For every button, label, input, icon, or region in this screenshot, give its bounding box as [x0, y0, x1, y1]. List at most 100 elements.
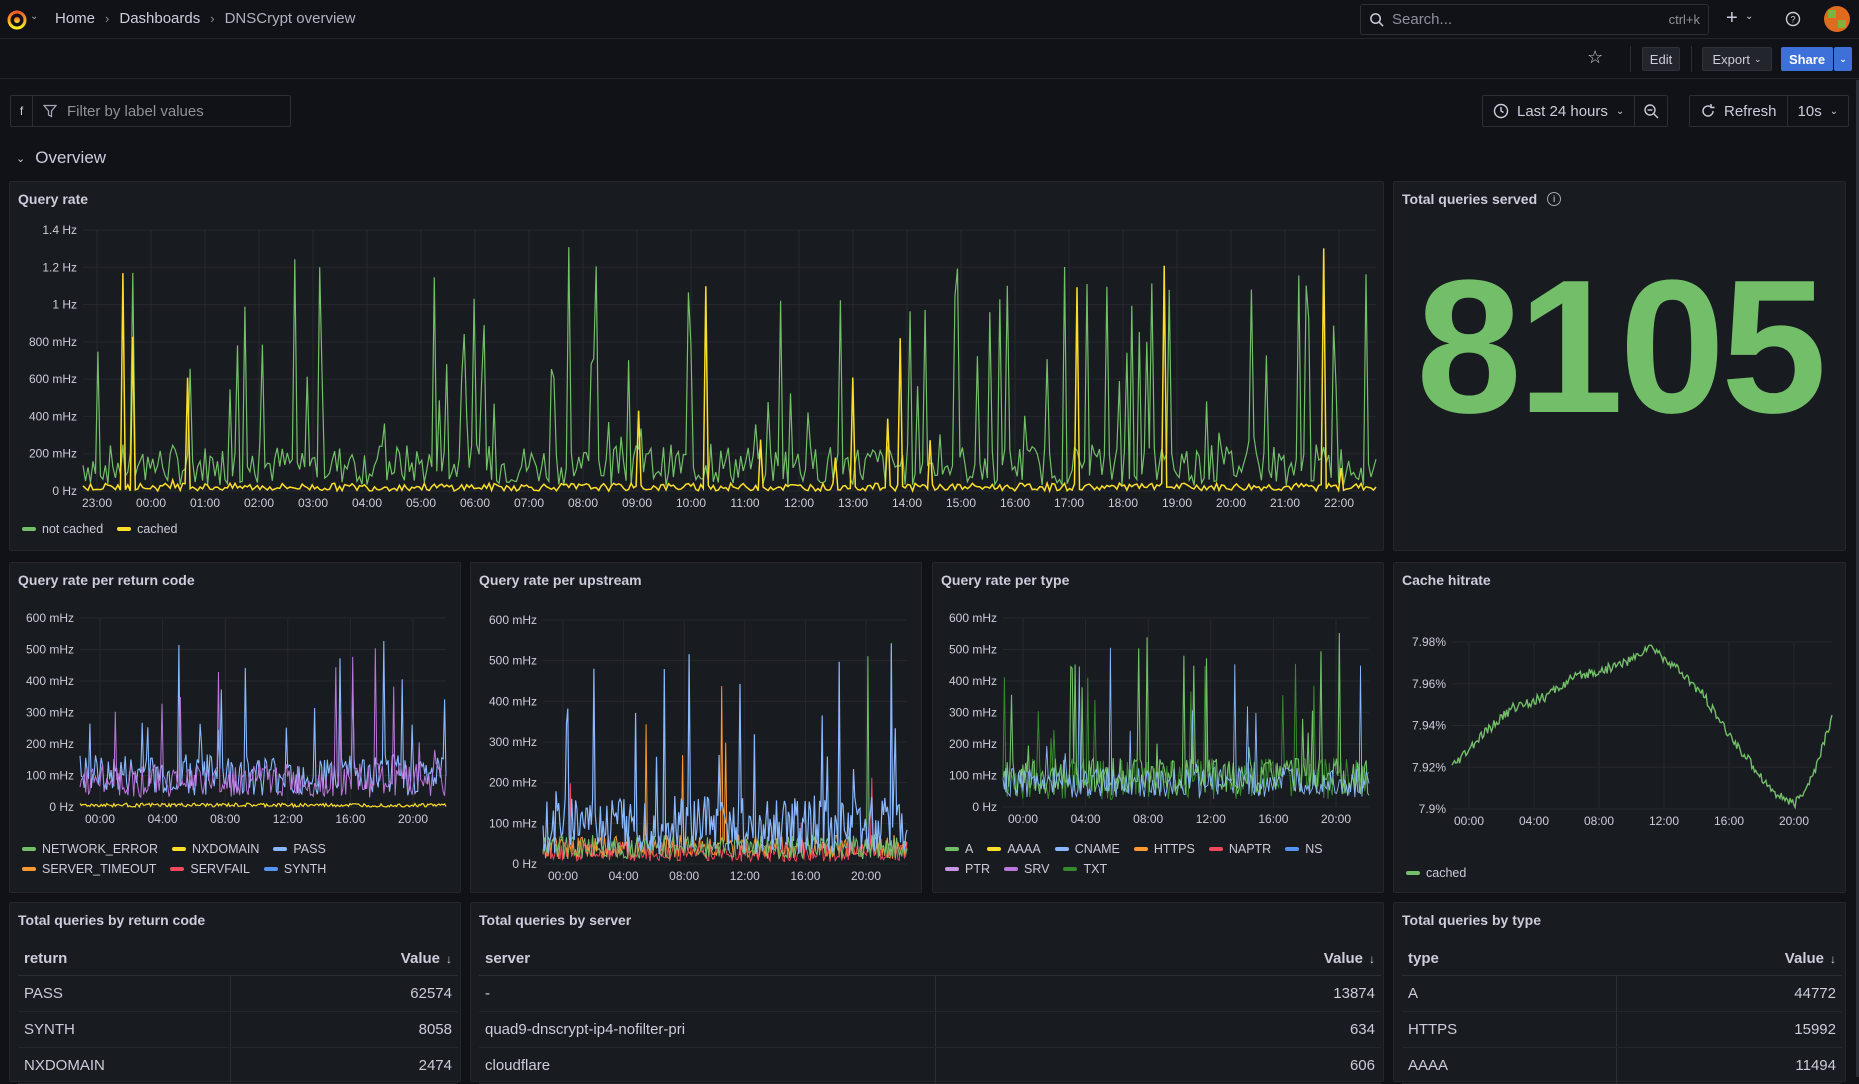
panel-title[interactable]: Total queries by server — [479, 912, 632, 928]
grafana-logo-icon[interactable] — [6, 8, 28, 30]
panel-title[interactable]: Total queries by type — [1402, 912, 1541, 928]
page-scrollbar[interactable] — [1856, 80, 1859, 1077]
x-tick-label: 20:00 — [1216, 496, 1246, 510]
share-button[interactable]: Share — [1781, 47, 1833, 71]
table-row[interactable]: A 44772 — [1402, 975, 1842, 1012]
legend-item[interactable]: SRV — [1004, 862, 1049, 876]
x-tick-label: 16:00 — [1000, 496, 1030, 510]
star-icon[interactable]: ☆ — [1587, 47, 1604, 67]
legend-item[interactable]: A — [945, 842, 973, 856]
panel-title[interactable]: Query rate per upstream — [479, 572, 642, 588]
legend-item[interactable]: NETWORK_ERROR — [22, 842, 158, 856]
table-cell: cloudflare — [479, 1047, 936, 1084]
column-header-value[interactable]: Value ↓ — [1616, 943, 1842, 976]
column-header-server[interactable]: server — [479, 943, 935, 976]
y-tick-label: 600 mHz — [489, 613, 537, 627]
x-tick-label: 20:00 — [1321, 812, 1351, 826]
time-range-button[interactable]: Last 24 hours ⌄ — [1483, 96, 1634, 126]
refresh-picker[interactable]: Refresh 10s ⌄ — [1689, 95, 1850, 127]
refresh-interval-button[interactable]: 10s ⌄ — [1786, 96, 1849, 126]
x-tick-label: 15:00 — [946, 496, 976, 510]
search-shortcut: ctrl+k — [1668, 12, 1700, 27]
info-icon[interactable]: i — [1547, 192, 1562, 206]
table-row[interactable]: SYNTH 8058 — [18, 1011, 458, 1048]
column-header-type[interactable]: type — [1402, 943, 1616, 976]
table-cell: 2474 — [230, 1047, 458, 1084]
panel-title[interactable]: Cache hitrate — [1402, 572, 1491, 588]
panel-query-rate-per-upstream: Query rate per upstream 600 mHz 500 mHz 40… — [470, 562, 922, 893]
table-row[interactable]: cloudflare 606 — [479, 1047, 1381, 1084]
legend-label: SERVFAIL — [190, 862, 250, 876]
export-button[interactable]: Export ⌄ — [1702, 47, 1772, 71]
table-cell: AAAA — [1402, 1047, 1617, 1084]
x-tick-label: 23:00 — [82, 496, 112, 510]
legend-item[interactable]: AAAA — [987, 842, 1041, 856]
column-header-label: Value — [1784, 950, 1824, 968]
panel-title-wrap[interactable]: Total queries served i — [1402, 191, 1562, 207]
legend-item[interactable]: NXDOMAIN — [171, 842, 259, 856]
table-row[interactable]: NXDOMAIN 2474 — [18, 1047, 458, 1084]
series-line-cached — [82, 248, 1377, 494]
legend-item[interactable]: cached — [1406, 866, 1466, 880]
legend-item[interactable]: NS — [1285, 842, 1323, 856]
label-filter-input[interactable]: f Filter by label values — [10, 95, 291, 127]
table-cell: PASS — [18, 975, 231, 1012]
legend-item[interactable]: cached — [117, 522, 177, 536]
legend-item[interactable]: PASS — [273, 842, 326, 856]
series-line-upstream-d — [542, 656, 908, 860]
zoom-out-button[interactable] — [1634, 96, 1667, 126]
refresh-button[interactable]: Refresh — [1690, 96, 1787, 126]
panel-title[interactable]: Query rate per type — [941, 572, 1070, 588]
table-row[interactable]: HTTPS 15992 — [1402, 1011, 1842, 1048]
x-tick-label: 00:00 — [85, 812, 115, 826]
column-header-value[interactable]: Value ↓ — [935, 943, 1381, 976]
panel-title[interactable]: Total queries by return code — [18, 912, 206, 928]
column-header-return[interactable]: return — [18, 943, 230, 976]
chevron-down-icon[interactable]: ⌄ — [30, 11, 39, 22]
legend-item[interactable]: PTR — [945, 862, 990, 876]
row-overview-toggle[interactable]: ⌄ Overview — [16, 148, 106, 168]
legend-item[interactable]: SYNTH — [263, 862, 326, 876]
legend-item[interactable]: HTTPS — [1133, 842, 1195, 856]
time-range-picker[interactable]: Last 24 hours ⌄ — [1482, 95, 1669, 127]
table-row[interactable]: AAAA 11494 — [1402, 1047, 1842, 1084]
table-cell: 8058 — [230, 1011, 458, 1048]
legend-swatch — [1406, 871, 1420, 875]
table-row[interactable]: -13874 — [479, 975, 1381, 1012]
legend-item[interactable]: CNAME — [1054, 842, 1120, 856]
x-tick-label: 03:00 — [298, 496, 328, 510]
x-tick-label: 01:00 — [190, 496, 220, 510]
legend-swatch — [945, 867, 959, 871]
x-tick-label: 08:00 — [1584, 814, 1614, 828]
table-row[interactable]: quad9-dnscrypt-ip4-nofilter-pri 634 — [479, 1011, 1381, 1048]
legend-label: cached — [137, 522, 178, 536]
search-input[interactable]: Search... ctrl+k — [1360, 4, 1709, 35]
filter-placeholder: Filter by label values — [67, 102, 204, 120]
x-tick-label: 08:00 — [210, 812, 240, 826]
add-icon[interactable]: + — [1726, 7, 1738, 29]
help-icon[interactable]: ? — [1785, 11, 1801, 27]
chevron-down-icon[interactable]: ⌄ — [1745, 11, 1754, 22]
breadcrumb-home[interactable]: Home — [55, 10, 96, 27]
chevron-down-icon: ⌄ — [1829, 105, 1839, 117]
series-line-not-cached — [82, 247, 1377, 487]
column-header-value[interactable]: Value ↓ — [230, 943, 458, 976]
y-tick-label: 1.4 Hz — [42, 223, 77, 237]
avatar[interactable] — [1824, 6, 1850, 32]
panel-title[interactable]: Query rate per return code — [18, 572, 195, 588]
legend-item[interactable]: TXT — [1063, 862, 1107, 876]
legend-item[interactable]: not cached — [22, 522, 103, 536]
legend-item[interactable]: SERVFAIL — [170, 862, 250, 876]
x-tick-label: 11:00 — [730, 496, 759, 510]
legend-swatch — [170, 867, 185, 871]
edit-button[interactable]: Edit — [1642, 47, 1680, 71]
panel-title[interactable]: Query rate — [18, 191, 89, 207]
table-row[interactable]: PASS 62574 — [18, 975, 458, 1012]
x-tick-label: 16:00 — [1714, 814, 1744, 828]
data-table: type Value ↓ A 44772 HTTPS 15992 AAAA 11494 — [1402, 943, 1842, 1084]
legend-item[interactable]: SERVER_TIMEOUT — [22, 862, 156, 876]
legend: A AAAA CNAME HTTPS NAPTR NS PTR SRV TXT — [945, 842, 1375, 876]
legend-item[interactable]: NAPTR — [1208, 842, 1271, 856]
share-dropdown-button[interactable]: ⌄ — [1834, 47, 1852, 71]
breadcrumb-dashboards[interactable]: Dashboards — [119, 10, 201, 27]
